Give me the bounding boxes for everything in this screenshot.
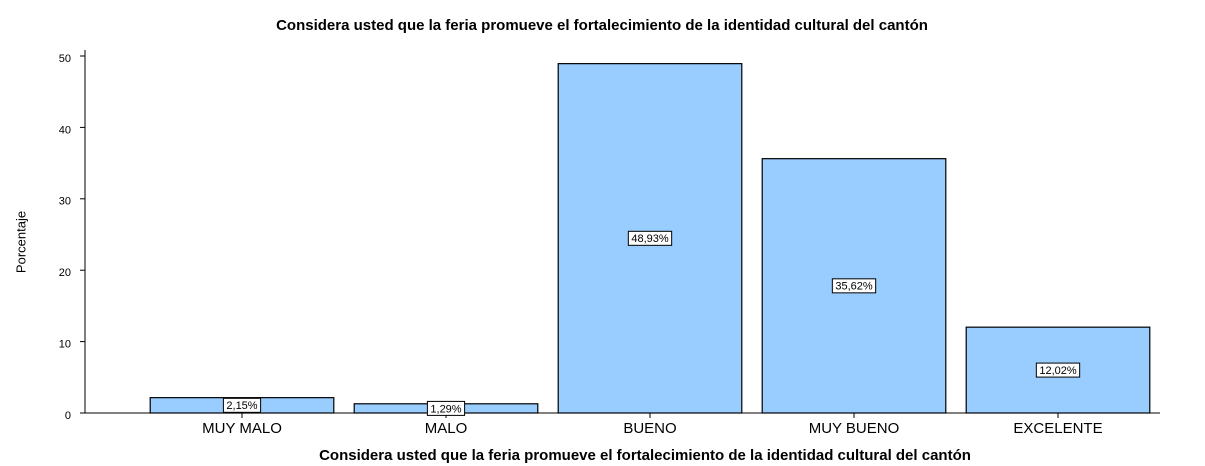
value-label-box <box>426 400 466 416</box>
y-axis-label: Porcentaje <box>13 211 28 273</box>
value-label: 1,29% <box>430 403 461 415</box>
x-tick-label: MUY BUENO <box>809 420 900 437</box>
value-label: 2,15% <box>226 400 257 412</box>
x-tick-label: BUENO <box>623 420 676 437</box>
value-label-box <box>831 278 877 294</box>
y-tick-label: 40 <box>59 124 71 136</box>
y-tick-label: 10 <box>59 339 71 351</box>
x-tick-label: EXCELENTE <box>1013 420 1102 437</box>
y-tick-label: 30 <box>59 196 71 208</box>
value-label-box <box>222 397 262 413</box>
value-label: 12,02% <box>1039 365 1077 377</box>
x-axis-label: Considera usted que la feria promueve el… <box>319 447 971 464</box>
value-label: 48,93% <box>631 233 669 245</box>
value-label-box <box>1035 362 1081 378</box>
x-tick-label: MALO <box>425 420 468 437</box>
x-tick-label: MUY MALO <box>202 420 282 437</box>
y-tick-label: 50 <box>59 53 71 65</box>
value-label-box <box>627 230 673 246</box>
y-tick-label: 0 <box>65 410 71 422</box>
chart-title: Considera usted que la feria promueve el… <box>276 17 928 34</box>
y-tick-label: 20 <box>59 267 71 279</box>
value-label: 35,62% <box>835 281 873 293</box>
